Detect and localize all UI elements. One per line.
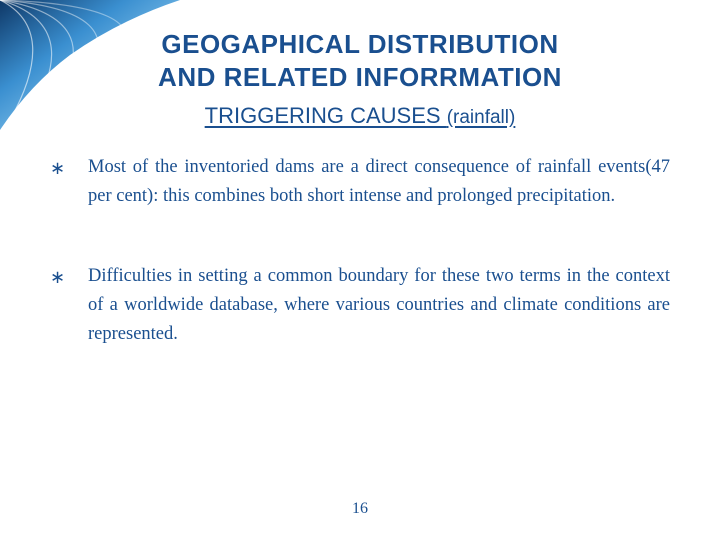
subtitle-paren: (rainfall) [447,107,516,128]
bullet-item: ∗ Difficulties in setting a common bound… [50,262,670,348]
bullet-text: Most of the inventoried dams are a direc… [88,153,670,210]
slide-body: ∗ Most of the inventoried dams are a dir… [0,129,720,348]
bullet-item: ∗ Most of the inventoried dams are a dir… [50,153,670,210]
bullet-marker-icon: ∗ [50,153,88,210]
title-line-2: AND RELATED INFORRMATION [158,62,562,92]
bullet-text: Difficulties in setting a common boundar… [88,262,670,348]
title-line-1: GEOGAPHICAL DISTRIBUTION [161,29,558,59]
slide-subtitle: TRIGGERING CAUSES (rainfall) [0,103,720,129]
slide-title: GEOGAPHICAL DISTRIBUTION AND RELATED INF… [0,28,720,93]
subtitle-main: TRIGGERING CAUSES [205,103,447,128]
page-number: 16 [0,500,720,518]
bullet-marker-icon: ∗ [50,262,88,348]
